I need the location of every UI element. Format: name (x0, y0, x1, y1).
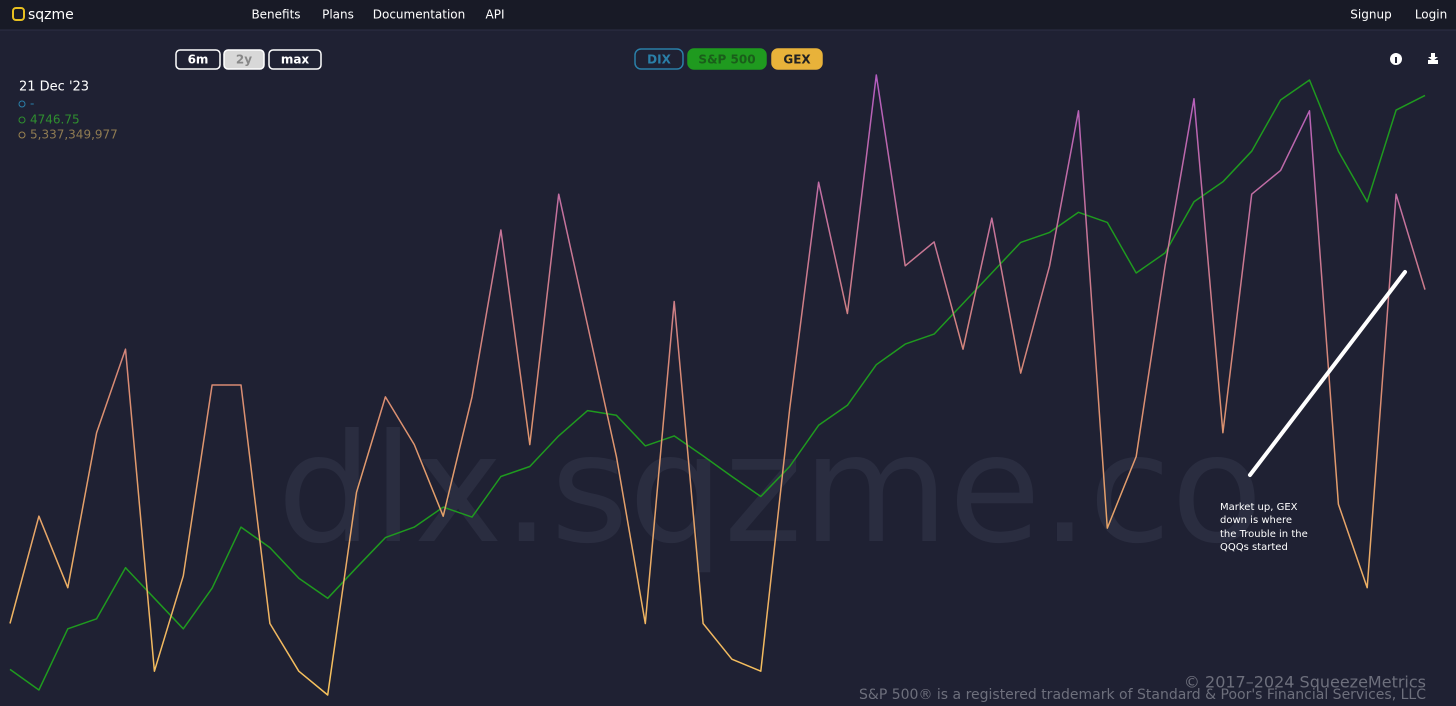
navbar (0, 0, 1456, 30)
series-line (9, 74, 1426, 696)
annotation-line: QQQs started (1220, 542, 1288, 553)
readout-gex: 5,337,349,977 (30, 128, 118, 142)
range-button[interactable] (175, 49, 221, 70)
annotation-arrow (1248, 270, 1407, 477)
range-label[interactable]: max (281, 53, 310, 67)
info-icon-glyph (1395, 57, 1397, 63)
readout-dix: - (30, 97, 34, 111)
brand[interactable]: sqzme (28, 7, 74, 23)
range-button[interactable] (268, 49, 322, 70)
annotation-line: Market up, GEX (1220, 502, 1298, 513)
brand-logo[interactable] (12, 7, 25, 21)
nav-link[interactable]: API (486, 8, 505, 22)
download-icon[interactable] (1428, 53, 1438, 64)
signup-link[interactable]: Signup (1350, 8, 1391, 22)
series-line (9, 79, 1426, 691)
annotation-line: down is where (1220, 515, 1292, 526)
nav-link[interactable]: Documentation (373, 8, 466, 22)
annotation-line: the Trouble in the (1220, 529, 1308, 540)
series-toggle[interactable] (687, 48, 767, 70)
copyright: © 2017–2024 SqueezeMetrics (1184, 673, 1426, 692)
readout-date: 21 Dec '23 (19, 80, 89, 95)
series-toggle-label[interactable]: S&P 500 (698, 53, 755, 67)
watermark: dlx.sqzme.co (277, 403, 1263, 577)
trademark: S&P 500® is a registered trademark of St… (859, 687, 1426, 703)
readout-spx: 4746.75 (30, 113, 80, 127)
login-link[interactable]: Login (1415, 8, 1447, 22)
range-button[interactable] (223, 49, 265, 70)
nav-link[interactable]: Benefits (251, 8, 300, 22)
nav-link[interactable]: Plans (322, 8, 354, 22)
readout-dot (18, 116, 26, 124)
series-toggle[interactable] (771, 48, 823, 70)
series-toggle-label[interactable]: DIX (647, 53, 671, 67)
series-toggle-label[interactable]: GEX (783, 53, 811, 67)
readout-dot (18, 100, 26, 108)
range-label[interactable]: 2y (236, 53, 252, 67)
series-toggle[interactable] (634, 48, 684, 70)
range-label[interactable]: 6m (188, 53, 209, 67)
readout-dot (18, 131, 26, 139)
